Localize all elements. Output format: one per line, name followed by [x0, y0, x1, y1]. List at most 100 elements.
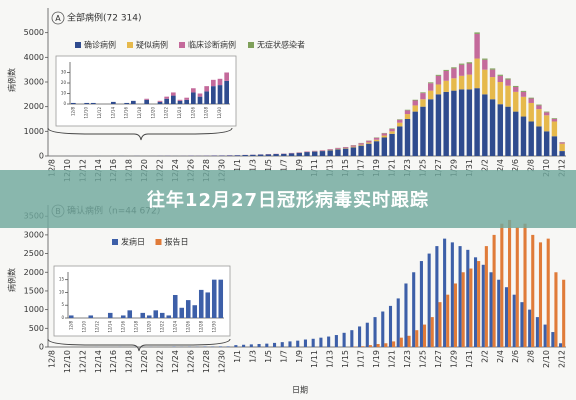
bar [536, 105, 542, 110]
bar [515, 227, 519, 347]
bar [342, 148, 349, 156]
bar [505, 78, 511, 80]
x-tick-label: 12/18 [125, 350, 134, 373]
bar [435, 84, 442, 95]
bar [435, 94, 442, 156]
bar [481, 264, 485, 347]
bar [166, 315, 172, 318]
bar [389, 133, 395, 156]
bar [543, 131, 550, 156]
bar [88, 315, 94, 318]
bar [327, 150, 333, 156]
y-tick-label: 20 [61, 80, 67, 85]
bar [120, 315, 126, 318]
bar [257, 344, 261, 347]
y-tick-label: 3000 [24, 78, 44, 87]
bar [384, 343, 388, 347]
bar [198, 289, 204, 318]
x-tick-label: 2/6 [511, 159, 520, 172]
bar [450, 242, 454, 347]
bar [350, 147, 357, 156]
bar [184, 99, 189, 104]
bar [226, 155, 233, 156]
bar [192, 305, 198, 318]
bar [368, 345, 372, 347]
x-tick-label: 1/3 [248, 159, 257, 172]
bar [551, 118, 558, 119]
bar [546, 238, 550, 347]
bar [217, 85, 223, 104]
bar [500, 223, 504, 347]
bar [489, 99, 496, 156]
bar [458, 89, 465, 156]
bar [528, 98, 534, 103]
x-tick-label: 12/26 [187, 350, 196, 373]
inset-b: 0 5 10 15 12/8 12/10 12/12 12/14 12/16 12/18 12/20… [47, 265, 231, 352]
x-tick-label: 12/28 [202, 350, 211, 373]
bar [342, 147, 349, 149]
bar [164, 96, 169, 99]
y-tick-label: 1000 [24, 305, 44, 314]
bar [396, 298, 400, 347]
bar [144, 99, 149, 104]
bar [474, 33, 480, 59]
banner-title: 往年12月27日冠形病毒实时跟踪 [0, 170, 576, 228]
x-tick-label: 12/30 [217, 107, 222, 119]
bar [404, 119, 411, 156]
bar [520, 96, 527, 117]
bar [451, 68, 457, 79]
bar [536, 109, 542, 127]
bar [513, 86, 519, 92]
bar [497, 75, 503, 82]
x-tick-label: 1/13 [326, 350, 335, 368]
bar [303, 339, 307, 347]
x-tick-label: 1/7 [279, 159, 288, 172]
bar [422, 324, 427, 347]
y-tick-label: 15 [59, 277, 65, 282]
bar [407, 335, 411, 347]
bar [157, 100, 163, 102]
y-tick-label: 2500 [24, 249, 44, 258]
bar [366, 143, 372, 156]
x-tick-label: 12/20 [150, 107, 155, 119]
bar [335, 149, 341, 156]
bar [184, 97, 189, 100]
x-tick-label: 2/4 [496, 159, 505, 172]
bar [388, 305, 393, 347]
bar [319, 151, 326, 156]
bar [466, 74, 473, 90]
bar [205, 292, 211, 318]
legend-swatch [112, 239, 118, 245]
x-tick-label: 1/17 [357, 159, 366, 177]
bar [404, 109, 411, 111]
legend-label: 报告日 [165, 237, 189, 247]
bar [412, 100, 418, 106]
y-tick-label: 1000 [24, 127, 44, 136]
x-tick-label: 12/24 [172, 321, 177, 333]
bar [482, 69, 488, 95]
bar [489, 272, 493, 347]
bar [535, 317, 539, 347]
chart-title: 全部病例(72 314) [67, 12, 142, 24]
bar [420, 92, 426, 94]
legend-label: 确诊病例 [84, 40, 116, 50]
bar [334, 335, 338, 347]
x-tick-label: 12/16 [109, 350, 118, 373]
x-tick-label: 12/8 [68, 321, 73, 330]
bar [250, 154, 256, 156]
bar [397, 122, 403, 127]
bar [427, 99, 434, 156]
bar [319, 337, 323, 347]
bar [427, 90, 434, 100]
x-tick-label: 12/28 [198, 321, 203, 333]
bar [451, 78, 457, 91]
bar [453, 283, 457, 347]
bar [427, 83, 434, 91]
bar [242, 344, 246, 347]
x-tick-label: 12/28 [204, 107, 209, 119]
bar [404, 283, 408, 347]
bar [350, 146, 357, 148]
x-tick-label: 2/12 [558, 350, 567, 368]
bar [520, 116, 527, 156]
inset-a: 0 10 20 30 12/8 12/10 12/12 12/14 12/16 12/18 12/2… [47, 55, 237, 141]
